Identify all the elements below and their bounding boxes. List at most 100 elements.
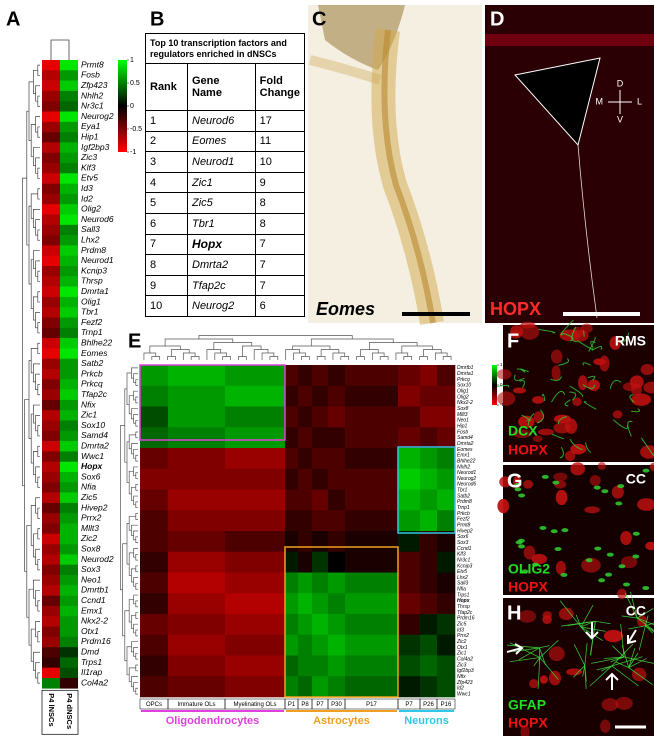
table-cell: 7 [254, 233, 304, 255]
green-cell [539, 525, 547, 530]
row-label: Sox3 [81, 564, 101, 574]
dendrogram [33, 147, 40, 166]
heatmap-cell [328, 406, 346, 428]
heatmap-cell [60, 193, 78, 205]
dendrogram [37, 126, 40, 138]
gene-label: Sox6 [457, 534, 469, 540]
heatmap-cell [42, 163, 60, 174]
heatmap-cell [42, 101, 60, 112]
green-fiber [514, 374, 525, 381]
heatmap-cell [312, 448, 329, 470]
red-cell [589, 475, 601, 486]
green-fiber [609, 380, 622, 390]
heatmap-cell [42, 461, 60, 473]
red-cell [649, 462, 654, 471]
row-label: Neurod1 [81, 255, 114, 265]
gene-label: Zic2 [456, 639, 467, 645]
heatmap-cell [42, 502, 60, 514]
green-process [621, 615, 638, 619]
gene-label: Thrsp [457, 604, 470, 610]
gene-label: Prkcq [457, 377, 470, 383]
table-row: 1 Neurod6 17 [146, 110, 304, 132]
column-label: Immature OLs [177, 702, 215, 708]
dendrogram [37, 342, 40, 354]
heatmap-cell [420, 427, 438, 449]
marker-label: OLIG2 [508, 561, 550, 577]
heatmap-cell [42, 533, 60, 545]
gene-label: Trps1 [457, 592, 470, 598]
heatmap-cell [345, 551, 399, 573]
heatmap-cell [312, 634, 329, 656]
heatmap-cell [60, 461, 78, 473]
red-cell [553, 472, 568, 481]
dendrogram [285, 349, 300, 360]
heatmap-cell [285, 614, 299, 636]
green-fiber [536, 409, 545, 424]
table-cell: Zic5 [187, 192, 256, 214]
heatmap-cell [42, 152, 60, 164]
heatmap-cell [42, 296, 60, 308]
colorbar-tick-label: 0.5 [130, 80, 140, 87]
panel-label: H [507, 602, 521, 624]
row-label: Sox10 [81, 420, 105, 430]
heatmap-cell [312, 468, 329, 490]
row-label: Olig1 [81, 296, 101, 306]
green-fiber [550, 376, 562, 381]
row-label: Nhlh2 [81, 90, 103, 100]
heatmap-cell [168, 614, 226, 636]
table-cell: 10 [146, 295, 188, 316]
heatmap-cell [42, 626, 60, 638]
green-fiber [591, 345, 603, 351]
region-label: CC [626, 471, 646, 487]
table-cell: 6 [254, 295, 304, 316]
green-cell [513, 482, 521, 487]
green-process [615, 661, 629, 669]
red-cell [621, 556, 638, 569]
green-fiber [588, 337, 596, 352]
green-process [628, 658, 647, 669]
heatmap-cell [328, 614, 346, 636]
heatmap-cell [140, 593, 169, 615]
green-cell [552, 480, 560, 485]
colorbar-tick-label: 1 [130, 57, 134, 64]
colorbar-tick-label: 0 [130, 103, 134, 110]
gene-label: Otx1 [457, 645, 468, 651]
gene-label: Hivep2 [457, 528, 473, 534]
heatmap-cell [420, 551, 438, 573]
gene-label: Mllt3 [457, 412, 468, 418]
row-label: Bhlhe22 [81, 338, 112, 348]
table-header: Rank [146, 64, 188, 111]
heatmap-cell [60, 379, 78, 390]
row-label: Igf2bp3 [81, 142, 110, 152]
heatmap-cell [312, 676, 329, 698]
heatmap-cell [42, 678, 60, 689]
dendrogram [190, 356, 200, 360]
dendrogram [37, 229, 40, 241]
heatmap-cell [60, 636, 78, 648]
heatmap-cell [312, 489, 329, 511]
heatmap-cell [140, 468, 169, 490]
green-cell [605, 572, 613, 577]
heatmap-cell [140, 614, 169, 636]
green-fiber [560, 319, 574, 336]
dendrogram [120, 425, 125, 591]
gene-label: Neurod1 [457, 470, 476, 476]
red-cell [593, 358, 606, 366]
panel-label: G [507, 470, 523, 492]
green-process [636, 617, 654, 626]
heatmap-cell [168, 551, 226, 573]
green-fiber [641, 437, 654, 457]
row-label: Dmrta1 [81, 286, 109, 296]
green-fiber [538, 328, 556, 334]
heatmap-cell [398, 427, 421, 449]
heatmap-cell [60, 296, 78, 308]
heatmap-cell [140, 448, 169, 470]
green-process [581, 620, 596, 627]
heatmap-cell [42, 410, 60, 421]
compass-label: M [596, 96, 604, 106]
heatmap-cell [420, 406, 438, 428]
heatmap-cell [42, 636, 60, 648]
red-cell [643, 381, 654, 394]
row-label: Samd4 [81, 430, 108, 440]
heatmap-cell [298, 406, 313, 428]
